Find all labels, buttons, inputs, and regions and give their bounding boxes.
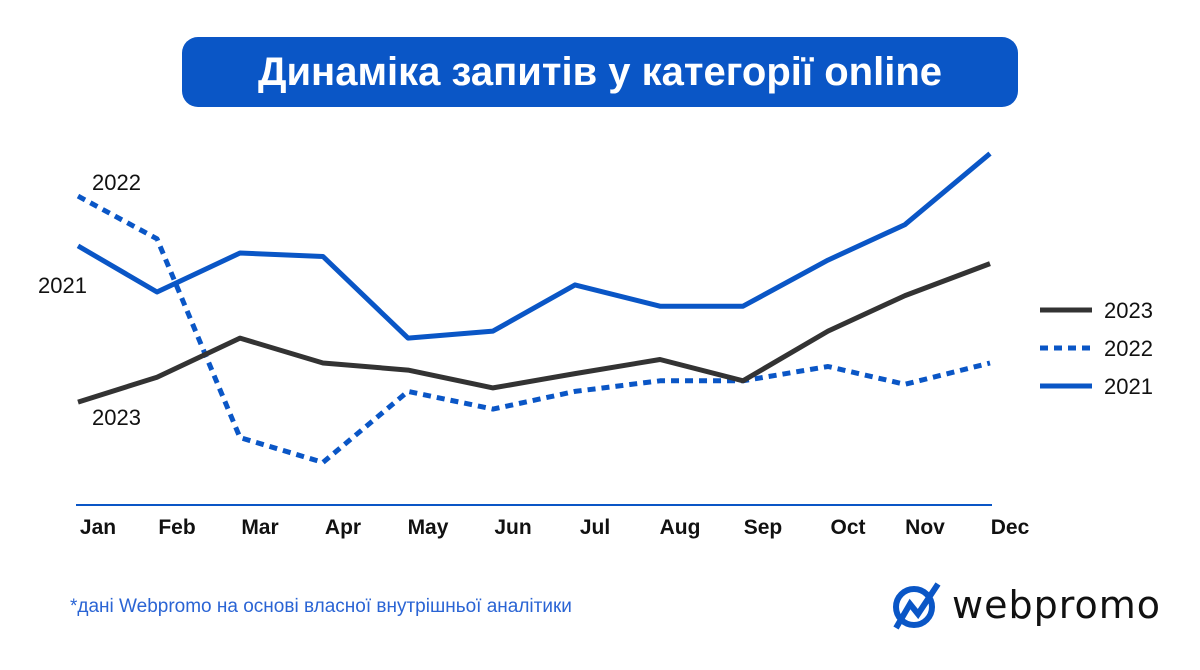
legend-label-2021: 2021 [1104, 374, 1153, 399]
footnote: *дані Webpromo на основі власної внутріш… [70, 596, 572, 617]
series-line-2023 [77, 261, 991, 405]
logo-icon [893, 582, 941, 630]
chart-title: Динаміка запитів у категорії online [182, 37, 1018, 107]
x-tick-label: Nov [905, 516, 945, 539]
x-tick-label: Dec [991, 516, 1030, 539]
x-tick-label: Jul [580, 516, 610, 539]
x-tick-label: Jan [80, 516, 116, 539]
x-tick-label: Jun [494, 516, 531, 539]
legend-label-2023: 2023 [1104, 298, 1153, 323]
series-line-2022 [76, 193, 991, 465]
x-tick-label: Aug [660, 516, 701, 539]
x-tick-label: Mar [241, 516, 278, 539]
series-inline-label: 2022 [92, 170, 141, 195]
x-tick-label: May [408, 516, 449, 539]
webpromo-logo: webpromo [890, 578, 1161, 632]
series-inline-label: 2023 [92, 405, 141, 430]
series-line-2021 [76, 151, 992, 341]
x-tick-label: Oct [830, 516, 865, 539]
legend-label-2022: 2022 [1104, 336, 1153, 361]
x-tick-label: Feb [158, 516, 195, 539]
x-tick-label: Apr [325, 516, 361, 539]
x-tick-label: Sep [744, 516, 783, 539]
series-inline-label: 2021 [38, 273, 87, 298]
logo-text: webpromo [952, 583, 1162, 627]
